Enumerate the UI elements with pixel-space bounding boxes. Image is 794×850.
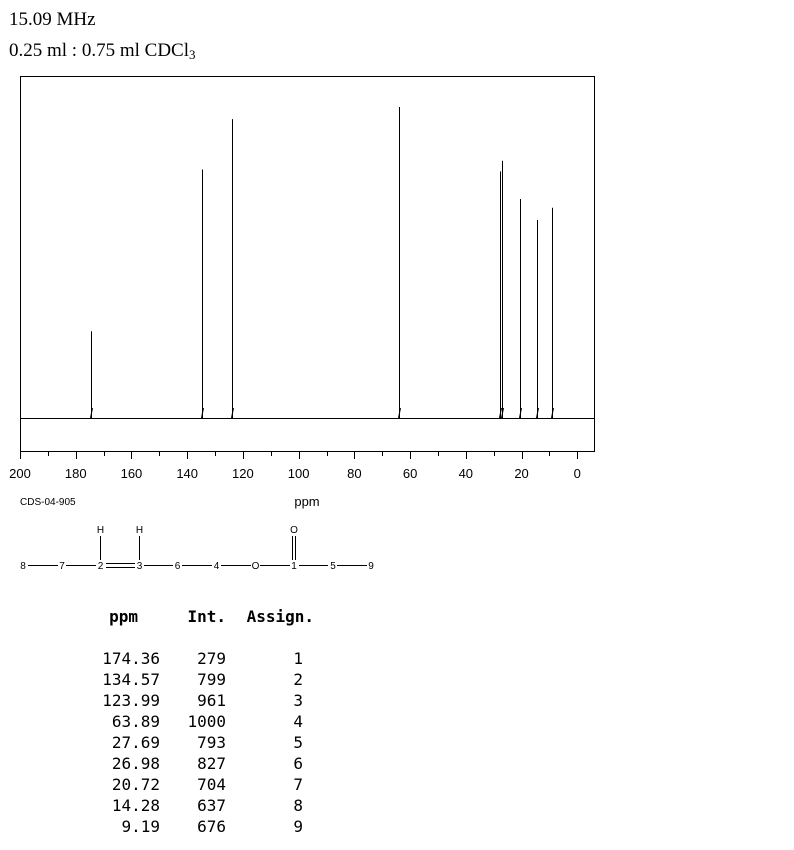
atom-label: O: [252, 561, 260, 572]
cell-assign: 9: [293, 817, 303, 836]
peak-foot-9: [551, 407, 554, 419]
table-header-row: ppm Int. Assign.: [60, 606, 314, 627]
cell-assign: 6: [293, 754, 303, 773]
atom-label: 4: [214, 561, 220, 572]
cell-assign: 5: [293, 733, 303, 752]
table-row: 27.69 793 5: [60, 732, 314, 753]
peak-foot-2: [201, 407, 204, 419]
table-row: 14.28 637 8: [60, 795, 314, 816]
cell-int: 827: [197, 754, 226, 773]
column-header-assign: Assign.: [246, 607, 314, 626]
peaks-group: [90, 107, 554, 419]
nmr-spectrum-chart: 200 180 160 140 120 100 80 60 40 20 0 ppm CDS-04-9…: [9, 76, 595, 572]
cell-int: 1000: [187, 712, 226, 731]
cell-ppm: 134.57: [102, 670, 160, 689]
cell-int: 704: [197, 775, 226, 794]
cell-assign: 4: [293, 712, 303, 731]
peak-foot-5: [499, 407, 502, 419]
tick-label: 200: [9, 466, 31, 481]
tick-label: 20: [514, 466, 528, 481]
table-row: 63.89 1000 4: [60, 711, 314, 732]
x-axis-ticks: 200 180 160 140 120 100 80 60 40 20 0: [9, 451, 581, 481]
solvent-subscript: 3: [189, 47, 196, 62]
cell-assign: 8: [293, 796, 303, 815]
peak-foot-3: [231, 407, 234, 419]
cell-int: 793: [197, 733, 226, 752]
table-row: 134.57 799 2: [60, 669, 314, 690]
table-row: 20.72 704 7: [60, 774, 314, 795]
table-body: 174.36 279 1 134.57 799 2 123.99 961 3 63.89 1000 4…: [60, 627, 314, 837]
atom-label: 7: [59, 561, 65, 572]
atom-label: 8: [20, 561, 26, 572]
atom-label: 3: [137, 561, 143, 572]
peak-foot-4: [398, 407, 401, 419]
peak-foot-1: [90, 407, 93, 419]
cell-assign: 3: [293, 691, 303, 710]
cell-ppm: 14.28: [111, 796, 160, 815]
peak-foot-7: [519, 407, 522, 419]
tick-label: 120: [232, 466, 254, 481]
atom-label: 2: [98, 561, 104, 572]
column-header-ppm: ppm: [109, 607, 138, 626]
cell-assign: 1: [293, 649, 303, 668]
table-row: 174.36 279 1: [60, 648, 314, 669]
tick-label: 60: [403, 466, 417, 481]
peak-foot-8: [536, 407, 539, 419]
tick-label: 40: [459, 466, 473, 481]
cell-int: 799: [197, 670, 226, 689]
tick-label: 180: [65, 466, 87, 481]
atom-label: 9: [368, 561, 374, 572]
atom-h-3: H: [136, 525, 143, 536]
tick-label: 160: [121, 466, 143, 481]
molecule-structure: 8 7 2 3 6 4 O 1 5 9 H H O: [20, 525, 374, 572]
tick-label: 140: [176, 466, 198, 481]
cell-assign: 7: [293, 775, 303, 794]
tick-label: 100: [288, 466, 310, 481]
spectrum-code: CDS-04-905: [20, 497, 76, 508]
cell-int: 961: [197, 691, 226, 710]
x-axis-label: ppm: [294, 494, 319, 509]
cell-ppm: 174.36: [102, 649, 160, 668]
cell-ppm: 27.69: [111, 733, 160, 752]
table-row: 9.19 676 9: [60, 816, 314, 837]
cell-assign: 2: [293, 670, 303, 689]
tick-label: 0: [574, 466, 581, 481]
cell-int: 676: [197, 817, 226, 836]
peak-table: ppm Int. Assign. 174.36 279 1 134.57 799 2 123…: [60, 606, 314, 837]
cell-int: 279: [197, 649, 226, 668]
peak-foot-6: [501, 407, 504, 419]
table-row: 123.99 961 3: [60, 690, 314, 711]
column-header-int: Int.: [187, 607, 226, 626]
table-spacer: [60, 627, 314, 648]
atom-h-2: H: [97, 525, 104, 536]
plot-frame: [20, 76, 595, 452]
cell-ppm: 123.99: [102, 691, 160, 710]
atom-label: 1: [291, 561, 297, 572]
cell-ppm: 63.89: [111, 712, 160, 731]
cell-int: 637: [197, 796, 226, 815]
table-row: 26.98 827 6: [60, 753, 314, 774]
cell-ppm: 20.72: [111, 775, 160, 794]
solvent-label: 0.25 ml : 0.75 ml CDCl3: [9, 40, 196, 63]
tick-label: 80: [347, 466, 361, 481]
frequency-label: 15.09 MHz: [9, 9, 96, 30]
atom-label: 5: [330, 561, 336, 572]
atom-o-carbonyl: O: [290, 525, 298, 536]
cell-ppm: 9.19: [121, 817, 160, 836]
cell-ppm: 26.98: [111, 754, 160, 773]
atom-label: 6: [175, 561, 181, 572]
solvent-text: 0.25 ml : 0.75 ml CDCl: [9, 40, 189, 61]
atom-labels: 8 7 2 3 6 4 O 1 5 9: [20, 561, 374, 572]
